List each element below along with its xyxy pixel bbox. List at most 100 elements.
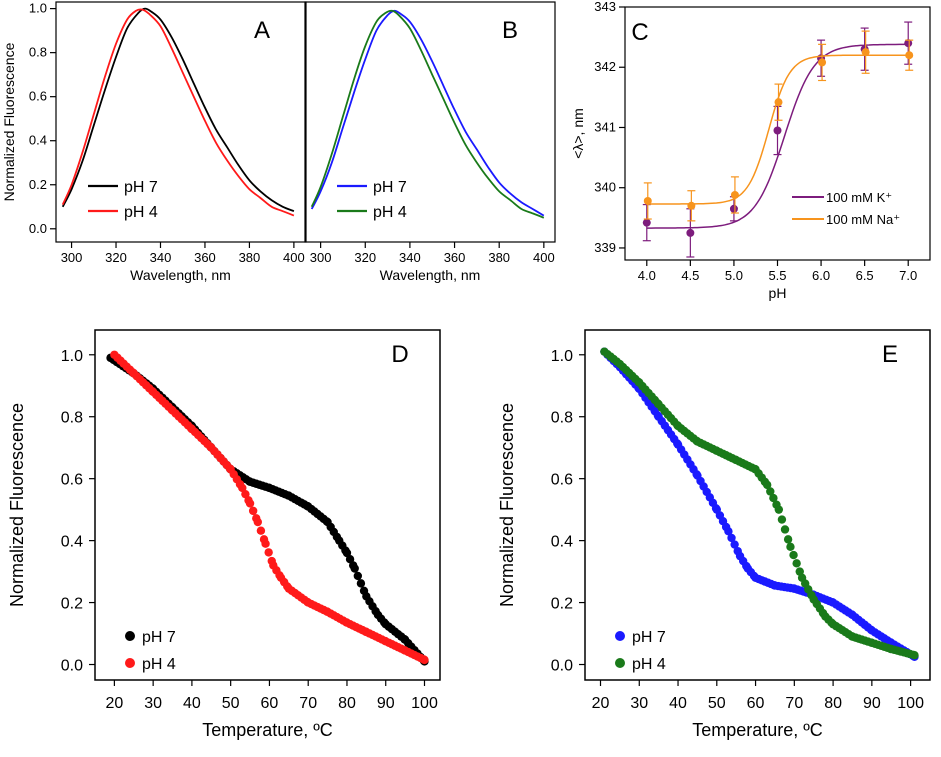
data-point-green	[766, 487, 775, 496]
x-tick-label: 320	[354, 250, 376, 265]
panel-d: 20 30 40 50 60 70 80 90 100 0.0 0.2 0.4 0.6 0.8 1.0 Tem…	[7, 329, 441, 740]
legend-label: pH 7	[142, 629, 176, 646]
panel-letter-e: E	[882, 341, 898, 368]
y-tick-label: 339	[594, 240, 616, 255]
legend-marker-green	[615, 658, 625, 668]
x-axis-label: pH	[769, 285, 787, 301]
panel-b: 300 320 340 360 380 400 Wavelength, nm BpH 7 pH …	[304, 1, 556, 283]
data-point-red	[238, 483, 247, 493]
legend-label: pH 4	[124, 204, 158, 221]
x-tick-label: 5.5	[768, 268, 786, 283]
data-point-orange	[818, 58, 827, 67]
series-line-blue	[310, 9, 545, 217]
data-point-red	[264, 548, 273, 557]
panel-letter-c: C	[631, 19, 648, 46]
legend-label: pH 4	[632, 656, 666, 673]
y-axis-label: Normalized Fluorescence	[497, 403, 517, 607]
data-point-green	[774, 505, 784, 514]
data-point-black	[353, 571, 363, 581]
data-point-green	[792, 559, 801, 568]
y-tick-label: 1.0	[61, 348, 83, 365]
y-tick-label: 0.2	[551, 596, 573, 613]
x-tick-label: 6.5	[856, 268, 874, 283]
data-point-red	[420, 655, 429, 665]
x-tick-label: 4.5	[681, 268, 699, 283]
x-tick-label: 4.0	[638, 268, 656, 283]
data-point-black	[350, 564, 359, 573]
data-point-green	[762, 480, 772, 490]
data-point-purple	[686, 228, 695, 237]
data-point-purple	[773, 126, 782, 135]
x-tick-label: 30	[630, 695, 648, 712]
data-point-green	[783, 535, 793, 544]
x-tick-label: 340	[399, 250, 421, 265]
data-point-orange	[643, 196, 652, 205]
x-tick-label: 340	[150, 250, 172, 265]
x-tick-label: 300	[310, 250, 332, 265]
x-tick-label: 70	[299, 695, 317, 712]
legend-marker-black	[125, 631, 135, 641]
x-tick-label: 5.0	[725, 268, 743, 283]
x-tick-label: 80	[338, 695, 356, 712]
x-tick-label: 400	[283, 250, 305, 265]
y-tick-label: 0.8	[29, 45, 47, 60]
y-tick-label: 0.0	[551, 658, 573, 675]
data-point-red	[241, 489, 250, 499]
panel-letter-a: A	[254, 17, 270, 44]
panel-e: 20 30 40 50 60 70 80 90 100 0.0 0.2 0.4 0.6 0.8 1.0 Tem…	[497, 329, 931, 740]
plot-frame-d	[94, 329, 441, 681]
x-axis-label: Wavelength, nm	[380, 267, 481, 283]
y-tick-label: 0.2	[29, 177, 47, 192]
plot-frame-a	[55, 1, 307, 243]
series-line-green	[310, 9, 545, 219]
y-tick-label: 0.6	[29, 89, 47, 104]
y-tick-label: 0.4	[551, 534, 573, 551]
data-point-orange	[687, 201, 696, 210]
x-tick-label: 6.0	[812, 268, 830, 283]
data-point-green	[780, 525, 790, 534]
y-axis-label: <λ>, nm	[570, 108, 586, 159]
x-tick-label: 7.0	[899, 268, 917, 283]
plot-frame-b	[304, 1, 556, 243]
x-axis-label: Wavelength, nm	[130, 267, 231, 283]
data-point-orange	[905, 51, 914, 60]
series-line-red	[61, 8, 295, 217]
y-tick-label: 341	[594, 119, 616, 134]
y-tick-label: 0.2	[61, 596, 83, 613]
legend-label: pH 4	[373, 204, 407, 221]
y-tick-label: 1.0	[29, 1, 47, 16]
y-tick-label: 0.6	[61, 472, 83, 489]
data-point-blue	[727, 533, 736, 543]
legend-label: pH 7	[124, 179, 158, 196]
data-point-green	[777, 515, 787, 524]
x-tick-label: 70	[785, 695, 803, 712]
data-point-green	[789, 550, 798, 560]
series-line-black	[61, 7, 295, 213]
x-tick-label: 100	[897, 695, 924, 712]
legend-marker-blue	[615, 631, 625, 641]
x-tick-label: 400	[533, 250, 555, 265]
data-point-red	[256, 526, 266, 535]
x-tick-label: 100	[411, 695, 438, 712]
x-tick-label: 320	[105, 250, 127, 265]
x-tick-label: 360	[444, 250, 466, 265]
x-tick-label: 40	[183, 695, 201, 712]
data-point-orange	[774, 98, 783, 107]
x-tick-label: 300	[61, 250, 83, 265]
x-tick-label: 380	[488, 250, 510, 265]
legend-label: 100 mM Na⁺	[826, 212, 900, 227]
data-point-purple	[904, 39, 913, 48]
legend-marker-red	[125, 658, 135, 668]
x-tick-label: 360	[194, 250, 216, 265]
y-tick-label: 0.6	[551, 472, 573, 489]
data-point-red	[261, 539, 270, 548]
x-tick-label: 90	[377, 695, 395, 712]
x-tick-label: 50	[708, 695, 726, 712]
x-tick-label: 20	[105, 695, 123, 712]
y-tick-label: 0.8	[551, 410, 573, 427]
data-point-red	[245, 499, 255, 508]
data-point-orange	[730, 190, 739, 199]
panel-c: 4.0 4.5 5.0 5.5 6.0 6.5 7.0 339 340 341 342 343 pH <λ…	[570, 0, 931, 301]
